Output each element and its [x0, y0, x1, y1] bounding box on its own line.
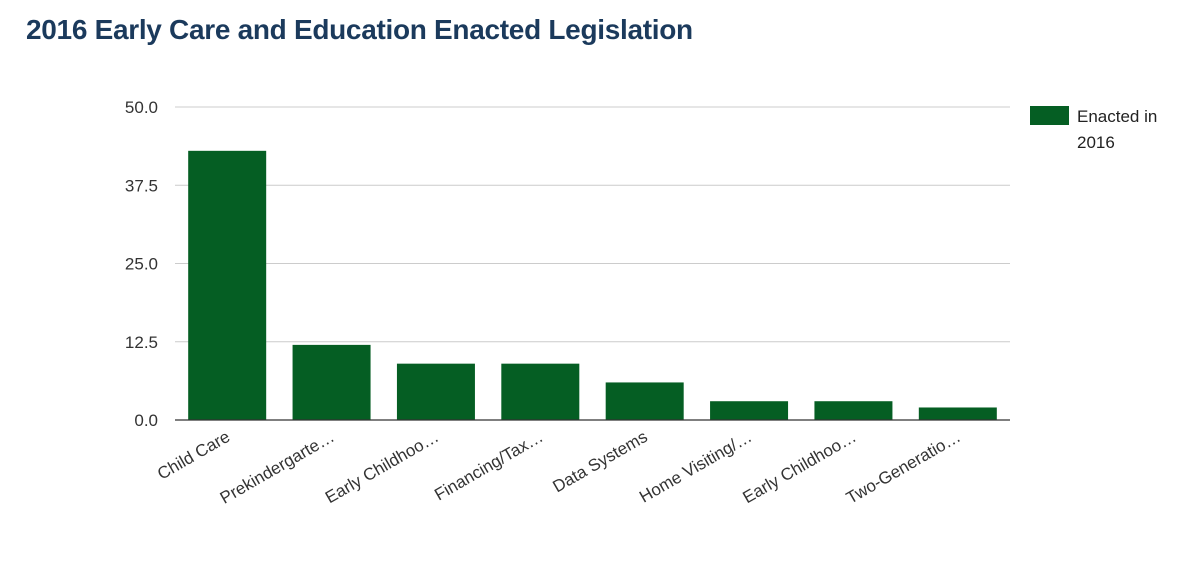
x-category-label: Prekindergarte…: [217, 427, 338, 508]
x-category-label: Home Visiting/…: [636, 427, 755, 507]
legend[interactable]: Enacted in 2016: [1030, 106, 1157, 152]
bar[interactable]: [605, 382, 684, 420]
bar[interactable]: [918, 407, 997, 420]
bar[interactable]: [292, 344, 371, 420]
x-category-label: Data Systems: [550, 427, 651, 496]
legend-label-line-1: Enacted in: [1077, 107, 1157, 126]
y-axis-tick-labels: 0.0 12.5 25.0 37.5 50.0: [125, 98, 158, 430]
legend-label-line-2: 2016: [1077, 133, 1115, 152]
y-tick-label: 37.5: [125, 176, 158, 195]
x-category-label: Child Care: [154, 427, 233, 484]
gridlines: [175, 106, 1010, 343]
bar[interactable]: [396, 363, 475, 420]
bar[interactable]: [501, 363, 580, 420]
bar[interactable]: [188, 150, 267, 420]
chart-title: 2016 Early Care and Education Enacted Le…: [26, 14, 693, 45]
bars: [188, 150, 997, 420]
y-tick-label: 50.0: [125, 98, 158, 117]
bar[interactable]: [710, 401, 789, 420]
x-category-label: Early Childhoo…: [739, 427, 859, 507]
y-tick-label: 12.5: [125, 333, 158, 352]
y-tick-label: 0.0: [134, 411, 158, 430]
bar[interactable]: [814, 401, 893, 420]
legend-swatch: [1030, 106, 1069, 125]
y-tick-label: 25.0: [125, 255, 158, 274]
x-category-label: Two-Generatio…: [843, 427, 964, 508]
x-category-label: Financing/Tax…: [431, 427, 546, 504]
x-category-label: Early Childhoo…: [322, 427, 442, 507]
